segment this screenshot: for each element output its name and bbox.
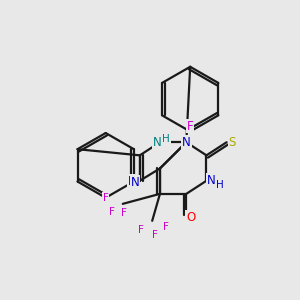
Text: N: N	[182, 136, 191, 149]
Text: S: S	[228, 136, 236, 149]
Text: H: H	[216, 180, 224, 190]
Text: H: H	[162, 134, 170, 144]
Text: O: O	[186, 211, 196, 224]
Text: F: F	[152, 230, 158, 240]
Text: F: F	[109, 207, 115, 217]
Text: N: N	[152, 136, 161, 149]
Text: F: F	[187, 120, 194, 133]
Text: F: F	[122, 208, 127, 218]
Text: F: F	[163, 222, 169, 232]
Text: N: N	[128, 175, 137, 188]
Text: F: F	[103, 193, 109, 203]
Text: N: N	[131, 176, 140, 189]
Text: F: F	[138, 225, 144, 235]
Text: N: N	[207, 174, 215, 187]
